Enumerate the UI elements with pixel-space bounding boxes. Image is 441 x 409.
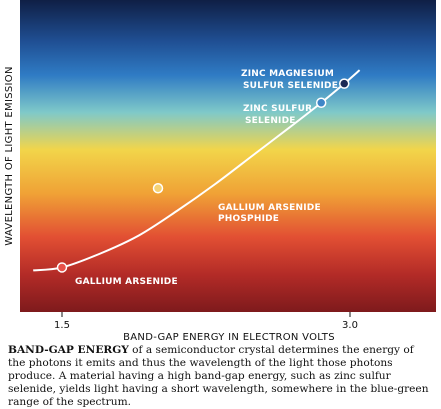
label-zinc-magnesium-line1: ZINC MAGNESIUM	[241, 69, 334, 79]
label-gallium-arsenide-phosphide-line2: PHOSPHIDE	[218, 214, 279, 224]
point-labels: GALLIUM ARSENIDE GALLIUM ARSENIDE PHOSPH…	[75, 69, 338, 287]
caption-text: of a semiconductor crystal determines th…	[8, 344, 429, 408]
emission-curve	[33, 69, 361, 272]
x-tick-label-3.0: 3.0	[342, 320, 358, 331]
data-point-3	[338, 78, 350, 89]
data-point-1	[152, 183, 164, 194]
data-point-0	[56, 262, 68, 273]
label-zinc-sulfur-selenide-line1: ZINC SULFUR	[243, 104, 312, 114]
y-axis-label: WAVELENGTH OF LIGHT EMISSION	[4, 66, 15, 245]
figure-caption: BAND-GAP ENERGY of a semiconductor cryst…	[8, 344, 434, 409]
x-axis-label: BAND-GAP ENERGY IN ELECTRON VOLTS	[123, 332, 335, 343]
label-gallium-arsenide-phosphide-line1: GALLIUM ARSENIDE	[218, 203, 321, 213]
x-tick-label-1.5: 1.5	[54, 320, 70, 331]
label-zinc-sulfur-selenide-line2: SELENIDE	[245, 116, 296, 126]
data-points	[56, 78, 350, 273]
data-point-2	[315, 97, 327, 108]
plot-area-spectrum	[20, 0, 436, 312]
label-gallium-arsenide: GALLIUM ARSENIDE	[75, 277, 178, 287]
caption-lead: BAND-GAP ENERGY	[8, 344, 129, 356]
label-zinc-magnesium-line2: SULFUR SELENIDE	[243, 81, 338, 91]
